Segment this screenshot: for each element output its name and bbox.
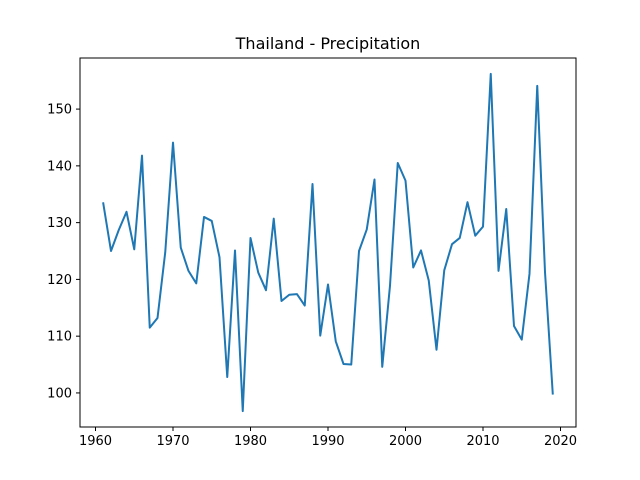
x-tick-label: 2010 — [466, 434, 499, 449]
x-tick-label: 2020 — [544, 434, 577, 449]
x-tick-label: 1980 — [234, 434, 267, 449]
x-tick-label: 2000 — [389, 434, 422, 449]
x-tick-label: 1990 — [311, 434, 344, 449]
y-tick-label: 110 — [47, 330, 72, 345]
chart-title: Thailand - Precipitation — [235, 34, 421, 53]
y-tick-label: 130 — [47, 216, 72, 231]
x-tick-label: 1970 — [156, 434, 189, 449]
y-tick-label: 150 — [47, 103, 72, 118]
series-line — [102, 72, 554, 413]
x-tick-label: 1960 — [79, 434, 112, 449]
y-tick-label: 100 — [47, 386, 72, 401]
y-tick-label: 120 — [47, 273, 72, 288]
y-tick-label: 140 — [47, 159, 72, 174]
